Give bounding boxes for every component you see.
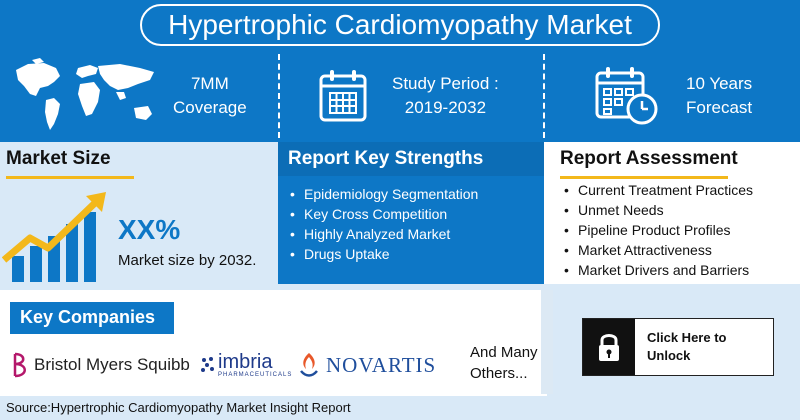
more-companies-text: And Many Others... bbox=[470, 342, 538, 384]
key-strengths-panel: Report Key Strengths Epidemiology Segmen… bbox=[278, 142, 544, 284]
novartis-flame-icon bbox=[300, 353, 318, 377]
imbria-logo: imbria PHARMACEUTICALS bbox=[200, 350, 292, 380]
study-period-label: Study Period : bbox=[392, 74, 499, 93]
report-assessment-panel: Report Assessment Current Treatment Prac… bbox=[544, 142, 800, 284]
top-info-row: 7MM Coverage Study Period : 2019-2032 bbox=[0, 50, 800, 142]
more-companies-line1: And Many bbox=[470, 344, 538, 361]
list-item: Pipeline Product Profiles bbox=[562, 220, 753, 240]
coverage-cell: 7MM Coverage bbox=[10, 50, 270, 142]
imbria-logo-subtext: PHARMACEUTICALS bbox=[218, 372, 293, 378]
forecast-cell: 10 Years Forecast bbox=[594, 50, 794, 142]
coverage-line1: 7MM bbox=[190, 74, 229, 93]
unlock-label: Click Here to Unlock bbox=[635, 329, 745, 365]
heading-underline bbox=[6, 176, 134, 179]
list-item: Highly Analyzed Market bbox=[288, 224, 478, 244]
list-item: Market Attractiveness bbox=[562, 240, 753, 260]
unlock-label-line1: Click Here to bbox=[647, 330, 727, 345]
market-size-value: XX% bbox=[118, 214, 181, 245]
list-item: Market Drivers and Barriers bbox=[562, 260, 753, 280]
bms-logo: Bristol Myers Squibb bbox=[12, 350, 190, 380]
key-companies-heading: Key Companies bbox=[10, 302, 174, 334]
report-assessment-list: Current Treatment Practices Unmet Needs … bbox=[562, 180, 753, 280]
title-bar: Hypertrophic Cardiomyopathy Market bbox=[0, 0, 800, 50]
world-map-icon bbox=[16, 58, 154, 130]
list-item: Key Cross Competition bbox=[288, 204, 478, 224]
list-item: Epidemiology Segmentation bbox=[288, 184, 478, 204]
divider-strip bbox=[541, 290, 553, 394]
report-assessment-heading: Report Assessment bbox=[560, 148, 738, 169]
market-size-panel: Market Size XX% Market size by 2032. bbox=[0, 142, 278, 284]
coverage-line2: Coverage bbox=[173, 98, 247, 117]
list-item: Unmet Needs bbox=[562, 200, 753, 220]
calendar-clock-icon bbox=[595, 67, 658, 125]
novartis-logo-text: NOVARTIS bbox=[326, 352, 437, 377]
bms-logo-text: Bristol Myers Squibb bbox=[34, 355, 190, 374]
lock-icon bbox=[583, 319, 635, 375]
divider bbox=[543, 54, 545, 138]
imbria-logo-text: imbria bbox=[218, 351, 273, 373]
source-footer: Source:Hypertrophic Cardiomyopathy Marke… bbox=[0, 396, 800, 420]
study-period-value: 2019-2032 bbox=[404, 98, 487, 117]
novartis-logo: NOVARTIS bbox=[298, 350, 436, 380]
imbria-mark-icon bbox=[201, 357, 214, 372]
key-companies-panel: Key Companies Bristol Myers Squibb imbri… bbox=[0, 290, 547, 396]
market-size-heading: Market Size bbox=[6, 148, 111, 169]
unlock-label-line2: Unlock bbox=[647, 348, 691, 363]
forecast-line1: 10 Years bbox=[686, 74, 753, 93]
market-size-caption: Market size by 2032. bbox=[118, 252, 257, 269]
growth-chart-icon bbox=[2, 192, 106, 282]
list-item: Current Treatment Practices bbox=[562, 180, 753, 200]
forecast-line2: Forecast bbox=[686, 98, 753, 117]
calendar-icon bbox=[319, 70, 367, 122]
key-strengths-heading: Report Key Strengths bbox=[278, 142, 544, 176]
more-companies-line2: Others... bbox=[470, 365, 528, 382]
unlock-button[interactable]: Click Here to Unlock bbox=[582, 318, 774, 376]
page-title: Hypertrophic Cardiomyopathy Market bbox=[140, 4, 660, 46]
bottom-section: Key Companies Bristol Myers Squibb imbri… bbox=[0, 284, 800, 396]
list-item: Drugs Uptake bbox=[288, 244, 478, 264]
heading-underline bbox=[560, 176, 728, 179]
study-period-cell: Study Period : 2019-2032 bbox=[318, 50, 538, 142]
divider bbox=[278, 54, 280, 138]
key-strengths-list: Epidemiology Segmentation Key Cross Comp… bbox=[288, 184, 478, 264]
bms-mark-icon bbox=[13, 352, 26, 378]
